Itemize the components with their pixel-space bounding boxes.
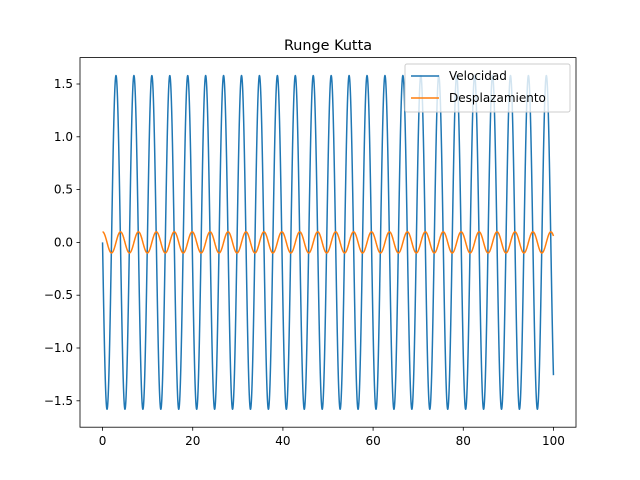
y-tick-label: −1.5 [44, 394, 73, 408]
x-tick-label: 0 [99, 434, 107, 448]
series-line-1 [101, 231, 555, 254]
chart-title: Runge Kutta [284, 38, 372, 54]
x-tick-label: 20 [185, 434, 200, 448]
y-tick-label: −0.5 [44, 288, 73, 302]
y-tick-label: −1.0 [44, 341, 73, 355]
legend-label: Velocidad [449, 69, 507, 83]
y-tick-label: 0.0 [54, 235, 73, 249]
series-line-0 [101, 74, 555, 410]
y-axis: −1.5 −1.0 −0.5 0.0 0.5 1.0 1.5 [44, 77, 80, 408]
y-tick-label: 0.5 [54, 183, 73, 197]
x-tick-label: 80 [456, 434, 471, 448]
legend: Velocidad Desplazamiento [404, 63, 571, 113]
y-tick-label: 1.5 [54, 77, 73, 91]
y-tick-label: 1.0 [54, 130, 73, 144]
plot-lines [101, 74, 555, 410]
x-axis: 0 20 40 60 80 100 [99, 427, 565, 448]
x-tick-label: 100 [542, 434, 565, 448]
x-tick-label: 40 [275, 434, 290, 448]
legend-frame [404, 63, 571, 113]
legend-label: Desplazamiento [449, 91, 546, 105]
x-tick-label: 60 [365, 434, 380, 448]
